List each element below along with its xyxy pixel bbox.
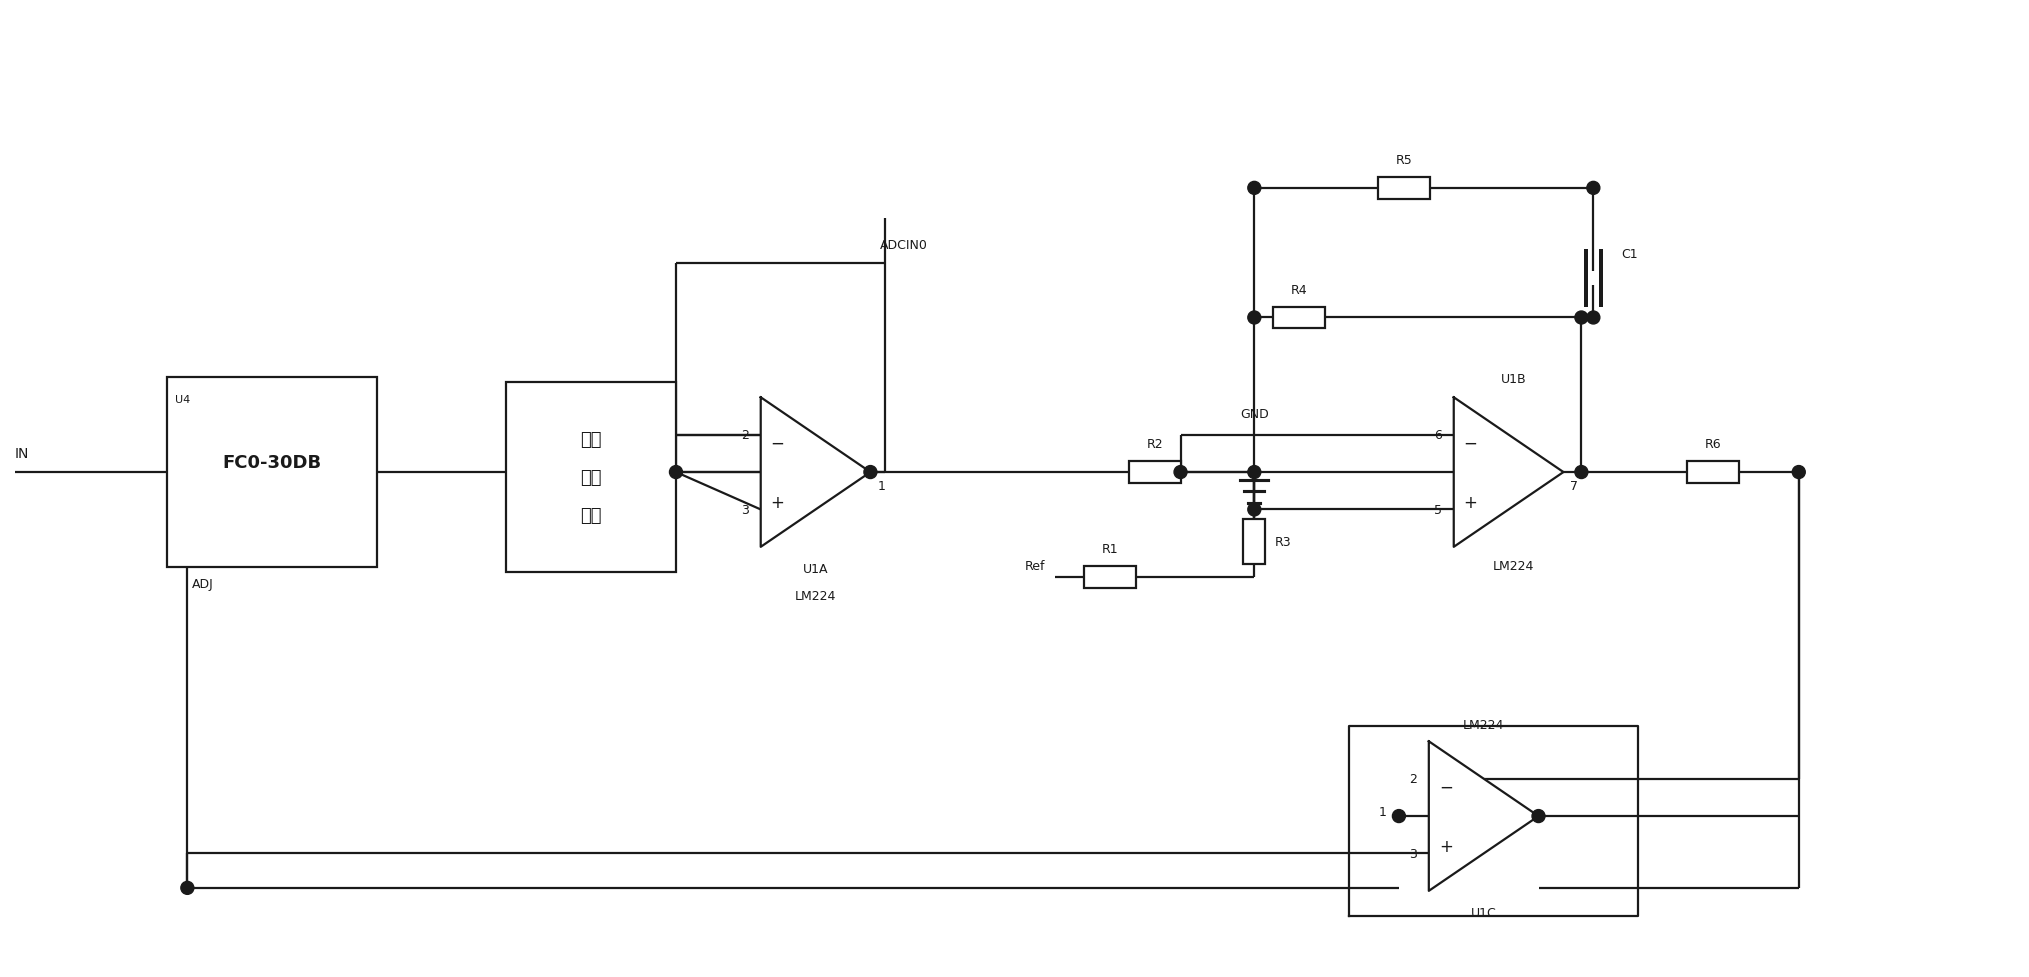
Text: C1: C1 — [1621, 247, 1637, 261]
Bar — [1274, 307, 1325, 329]
Text: LM224: LM224 — [795, 589, 836, 602]
Text: +: + — [1439, 837, 1453, 855]
Circle shape — [1575, 466, 1589, 479]
Text: +: + — [1463, 493, 1477, 511]
Circle shape — [864, 466, 877, 479]
Polygon shape — [761, 398, 870, 547]
Bar — [1128, 461, 1181, 484]
Text: 2: 2 — [741, 428, 749, 442]
Text: ADCIN0: ADCIN0 — [881, 238, 927, 251]
Text: 1: 1 — [877, 479, 885, 492]
Circle shape — [1248, 312, 1260, 324]
Circle shape — [1248, 466, 1260, 479]
Text: 3: 3 — [1408, 848, 1416, 861]
Text: 电路: 电路 — [580, 506, 603, 525]
Text: FC0-30DB: FC0-30DB — [223, 453, 323, 472]
Text: 1: 1 — [1380, 805, 1388, 818]
Text: 2: 2 — [1408, 772, 1416, 785]
Text: −: − — [771, 434, 785, 451]
Text: R5: R5 — [1396, 153, 1412, 167]
Text: +: + — [771, 493, 785, 511]
Bar — [1686, 461, 1739, 484]
Text: R4: R4 — [1290, 283, 1307, 296]
Text: −: − — [1463, 434, 1477, 451]
Text: LM224: LM224 — [1463, 718, 1503, 732]
Circle shape — [1792, 466, 1806, 479]
Text: 接收: 接收 — [580, 469, 603, 487]
Polygon shape — [1453, 398, 1564, 547]
Circle shape — [1248, 182, 1260, 195]
Text: R6: R6 — [1704, 438, 1721, 450]
Text: GND: GND — [1240, 407, 1268, 421]
Circle shape — [1587, 182, 1599, 195]
Text: R1: R1 — [1102, 542, 1118, 555]
Circle shape — [1575, 312, 1589, 324]
Circle shape — [1532, 810, 1544, 823]
Bar — [1083, 567, 1136, 588]
Circle shape — [1248, 503, 1260, 517]
Text: R2: R2 — [1146, 438, 1163, 450]
Text: U1C: U1C — [1471, 906, 1497, 919]
Bar — [168, 378, 377, 568]
Text: 5: 5 — [1435, 504, 1443, 517]
Text: IN: IN — [14, 446, 28, 460]
Circle shape — [1392, 810, 1406, 823]
Bar — [1378, 178, 1430, 199]
Circle shape — [181, 881, 195, 894]
Text: U4: U4 — [174, 395, 191, 404]
Text: 3: 3 — [741, 504, 749, 517]
Text: U1A: U1A — [803, 562, 828, 575]
Text: 7: 7 — [1570, 479, 1579, 492]
Polygon shape — [1428, 742, 1538, 891]
Text: 6: 6 — [1435, 428, 1443, 442]
Text: Ref: Ref — [1025, 559, 1045, 573]
Circle shape — [1587, 312, 1599, 324]
Bar — [1244, 520, 1266, 565]
Text: 光纤: 光纤 — [580, 431, 603, 448]
Circle shape — [670, 466, 682, 479]
Bar — [507, 383, 676, 573]
Text: ADJ: ADJ — [193, 577, 215, 590]
Text: R3: R3 — [1274, 535, 1290, 549]
Text: U1B: U1B — [1501, 373, 1526, 386]
Text: −: − — [1439, 778, 1453, 795]
Circle shape — [1175, 466, 1187, 479]
Text: LM224: LM224 — [1493, 559, 1534, 573]
